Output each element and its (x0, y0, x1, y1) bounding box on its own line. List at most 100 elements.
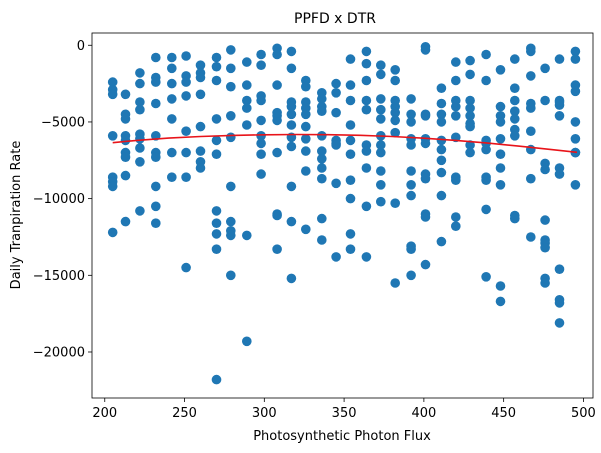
data-point (361, 252, 372, 262)
data-point (226, 230, 236, 241)
data-point (361, 75, 372, 86)
data-point (465, 121, 475, 132)
data-point (242, 57, 252, 67)
data-point (495, 296, 506, 307)
data-point (406, 109, 416, 120)
data-point (465, 103, 475, 113)
data-point (390, 127, 401, 138)
data-point (406, 244, 416, 254)
x-tick-label: 350 (332, 406, 357, 421)
data-point (495, 101, 506, 112)
data-point (451, 75, 461, 86)
data-point (540, 242, 550, 253)
data-point (390, 198, 401, 208)
data-point (331, 140, 341, 150)
data-point (120, 170, 131, 181)
data-point (420, 173, 431, 184)
data-point (361, 46, 372, 57)
data-point (451, 111, 461, 121)
data-point (570, 46, 581, 57)
y-tick-label: −20000 (33, 345, 85, 360)
data-point (317, 173, 327, 184)
data-point (570, 180, 581, 190)
data-point (135, 104, 145, 115)
data-point (286, 216, 297, 227)
data-point (272, 244, 282, 254)
data-point (195, 72, 206, 83)
data-point (301, 81, 311, 92)
data-point (495, 117, 506, 127)
data-point (361, 95, 372, 106)
data-point (135, 134, 145, 144)
data-point (510, 114, 520, 124)
data-point (526, 46, 536, 57)
data-point (345, 193, 356, 204)
data-point (406, 180, 416, 190)
data-point (181, 262, 191, 273)
data-point (317, 106, 327, 116)
data-point (436, 167, 447, 178)
data-point (195, 163, 206, 173)
data-point (135, 68, 145, 78)
data-point (286, 109, 297, 120)
data-point (242, 103, 252, 113)
data-point (226, 45, 236, 55)
data-point (256, 60, 266, 70)
data-point (361, 146, 372, 156)
data-point (331, 88, 341, 98)
data-point (554, 97, 565, 107)
data-point (286, 120, 297, 130)
data-point (272, 49, 282, 60)
data-point (167, 114, 177, 124)
data-point (481, 272, 491, 282)
chart-marks (107, 42, 581, 385)
data-point (226, 181, 236, 192)
data-point (554, 318, 565, 328)
y-tick-label: 0 (77, 39, 85, 54)
data-point (226, 63, 236, 74)
y-axis-ticks: 0 −5000 −10000 −15000 −20000 (33, 39, 92, 360)
data-point (554, 111, 565, 121)
data-point (151, 218, 161, 228)
data-point (242, 95, 252, 106)
data-point (135, 157, 145, 167)
data-point (256, 169, 266, 179)
data-point (451, 212, 461, 222)
data-point (256, 131, 266, 141)
data-point (376, 60, 386, 70)
data-point (495, 134, 506, 144)
data-point (107, 131, 118, 141)
data-point (167, 52, 177, 63)
data-point (317, 131, 327, 141)
data-point (195, 121, 206, 132)
data-point (376, 147, 386, 158)
data-point (376, 69, 386, 80)
data-point (510, 106, 520, 116)
data-point (481, 204, 491, 215)
data-point (301, 109, 311, 120)
y-tick-label: −10000 (33, 192, 85, 207)
data-point (526, 71, 536, 81)
data-point (107, 89, 118, 100)
data-point (406, 117, 416, 127)
data-point (317, 235, 327, 245)
data-point (436, 117, 447, 127)
data-point (510, 83, 520, 93)
data-point (526, 103, 536, 113)
data-point (390, 107, 401, 118)
data-point (390, 75, 401, 86)
data-point (570, 86, 581, 97)
data-point (406, 140, 416, 150)
data-point (465, 147, 475, 158)
data-point (167, 147, 177, 158)
data-point (211, 114, 222, 124)
data-point (376, 114, 386, 124)
data-point (436, 83, 447, 93)
data-point (272, 80, 282, 90)
chart-title: PPFD x DTR (294, 11, 376, 27)
data-point (211, 206, 222, 216)
data-point (390, 278, 401, 288)
data-point (345, 244, 356, 254)
data-point (151, 181, 161, 192)
data-point (345, 80, 356, 90)
